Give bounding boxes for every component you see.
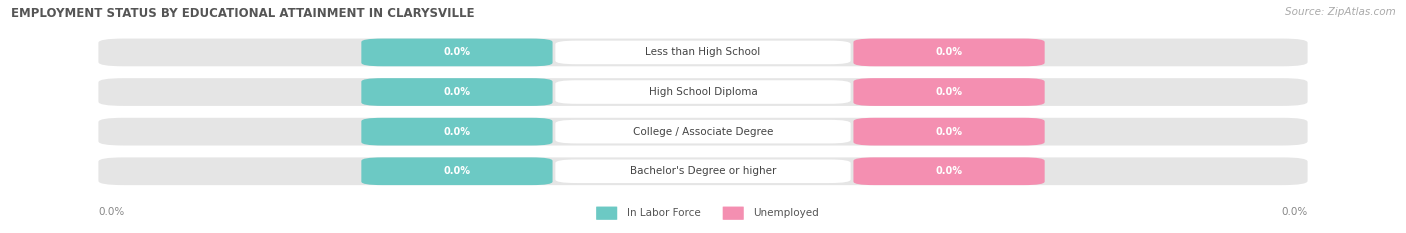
Text: 0.0%: 0.0% (443, 166, 471, 176)
FancyBboxPatch shape (98, 78, 1308, 106)
Text: 0.0%: 0.0% (935, 127, 963, 137)
FancyBboxPatch shape (555, 159, 851, 183)
Text: 0.0%: 0.0% (1281, 207, 1308, 217)
Text: 0.0%: 0.0% (98, 207, 125, 217)
Text: In Labor Force: In Labor Force (627, 208, 700, 218)
FancyBboxPatch shape (98, 118, 1308, 145)
FancyBboxPatch shape (361, 158, 553, 185)
FancyBboxPatch shape (596, 206, 617, 220)
FancyBboxPatch shape (853, 158, 1045, 185)
Text: 0.0%: 0.0% (935, 48, 963, 57)
Text: 0.0%: 0.0% (935, 166, 963, 176)
FancyBboxPatch shape (853, 39, 1045, 66)
Text: 0.0%: 0.0% (935, 87, 963, 97)
Text: 0.0%: 0.0% (443, 127, 471, 137)
Text: Bachelor's Degree or higher: Bachelor's Degree or higher (630, 166, 776, 176)
FancyBboxPatch shape (853, 78, 1045, 106)
FancyBboxPatch shape (361, 118, 553, 145)
Text: 0.0%: 0.0% (443, 87, 471, 97)
FancyBboxPatch shape (853, 118, 1045, 145)
FancyBboxPatch shape (555, 41, 851, 64)
FancyBboxPatch shape (361, 39, 553, 66)
Text: High School Diploma: High School Diploma (648, 87, 758, 97)
Text: Less than High School: Less than High School (645, 48, 761, 57)
FancyBboxPatch shape (361, 78, 553, 106)
FancyBboxPatch shape (98, 158, 1308, 185)
FancyBboxPatch shape (98, 39, 1308, 66)
FancyBboxPatch shape (555, 80, 851, 104)
FancyBboxPatch shape (555, 120, 851, 144)
Text: EMPLOYMENT STATUS BY EDUCATIONAL ATTAINMENT IN CLARYSVILLE: EMPLOYMENT STATUS BY EDUCATIONAL ATTAINM… (11, 7, 475, 20)
Text: College / Associate Degree: College / Associate Degree (633, 127, 773, 137)
Text: 0.0%: 0.0% (443, 48, 471, 57)
FancyBboxPatch shape (723, 206, 744, 220)
Text: Source: ZipAtlas.com: Source: ZipAtlas.com (1285, 7, 1396, 17)
Text: Unemployed: Unemployed (754, 208, 820, 218)
